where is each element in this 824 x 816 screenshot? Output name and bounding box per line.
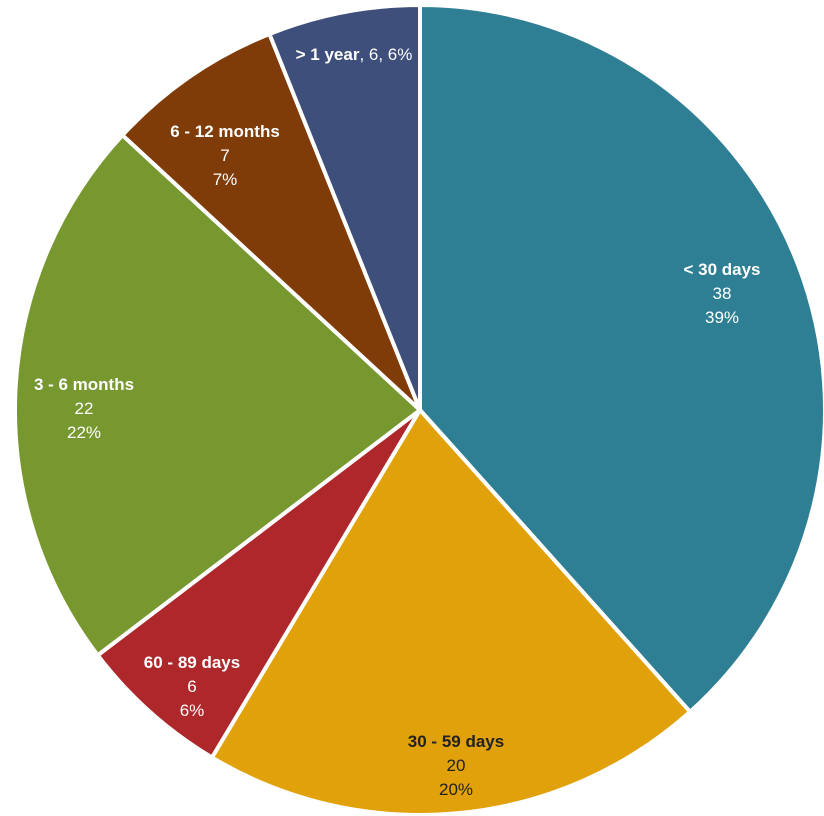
pie-slice [267,3,422,412]
slice-value-label: 22 [75,399,94,418]
pie-slice [418,3,824,714]
slice-value-label: 7 [220,146,229,165]
slice-percent-label: 20% [439,780,473,799]
slice-value-label: 38 [713,284,732,303]
slice-category-label: 3 - 6 months [34,375,134,394]
slice-category-label: 30 - 59 days [408,732,504,751]
slice-percent-label: 22% [67,423,101,442]
slice-data-label: < 30 days 38 39% [683,260,760,327]
slice-value-label: , 6, 6% [359,45,412,64]
slice-data-label: 6 - 12 months 7 7% [170,122,280,189]
pie-slice [209,408,693,816]
slice-percent-label: 39% [705,308,739,327]
pie-labels: < 30 days 38 39% 30 - 59 days 20 20% 60 - 89 d… [34,45,761,799]
slice-percent-label: 6% [180,701,205,720]
pie-slice [95,408,422,760]
slice-value-label: 6 [187,677,196,696]
slice-category-label: < 30 days [683,260,760,279]
pie-slice [120,32,422,412]
slice-category-label: 60 - 89 days [144,653,240,672]
pie-slices [13,3,824,816]
slice-data-label: 3 - 6 months 22 22% [34,375,134,442]
slice-value-label: 20 [447,756,466,775]
slice-category-label: 6 - 12 months [170,122,280,141]
slice-percent-label: 7% [213,170,238,189]
pie-slice [13,133,422,658]
slice-data-label: > 1 year, 6, 6% [296,45,413,64]
slice-data-label: 30 - 59 days 20 20% [408,732,504,799]
slice-category-label: > 1 year [296,45,360,64]
slice-data-label: 60 - 89 days 6 6% [144,653,240,720]
